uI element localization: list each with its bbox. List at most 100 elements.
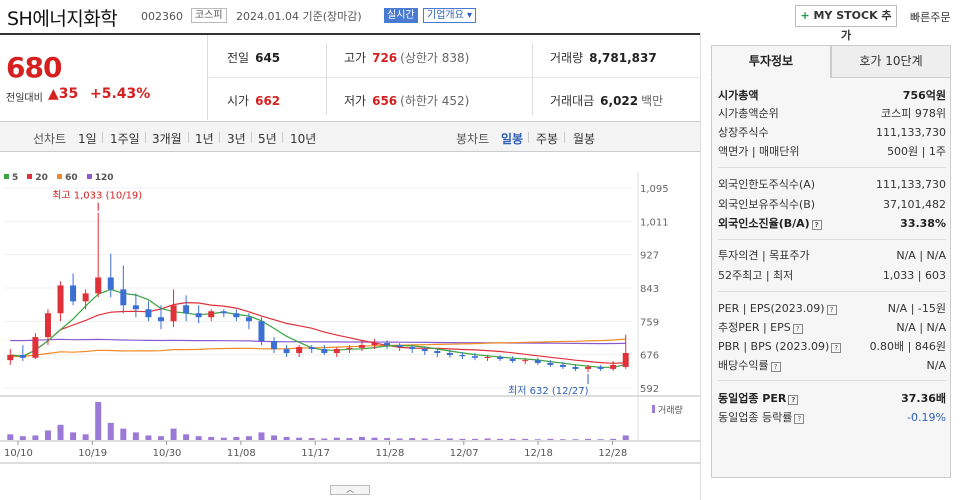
- stat-value: 726: [372, 51, 398, 65]
- stat-open: 시가 662: [227, 92, 280, 109]
- candle-body: [32, 337, 39, 358]
- volume-bar: [296, 437, 303, 440]
- stats-divider: [326, 43, 327, 115]
- candle-body: [559, 364, 566, 367]
- row-divider: [718, 167, 946, 168]
- candle-body: [534, 360, 541, 363]
- stock-code: 002360: [141, 10, 183, 23]
- price-change-value: 35: [58, 86, 79, 102]
- tab-separator: [145, 132, 146, 143]
- row-market-cap-rank: 시가총액순위 코스피 978위: [718, 105, 946, 123]
- candle-body: [384, 343, 391, 346]
- change-label: 전일대비: [6, 93, 43, 104]
- candle-body: [346, 347, 353, 350]
- candle-body: [509, 358, 516, 361]
- tab-1y[interactable]: 1년: [195, 132, 214, 146]
- x-tick-label: 11/17: [301, 448, 330, 459]
- stat-label: 고가: [344, 51, 367, 65]
- quick-order-link[interactable]: 빠른주문: [910, 11, 951, 24]
- stat-sub: (하한가 452): [400, 94, 470, 108]
- tab-daily[interactable]: 일봉: [501, 132, 524, 146]
- legend-swatch: [57, 174, 63, 179]
- candle-body: [132, 305, 139, 310]
- volume-bar: [459, 438, 466, 440]
- row-per: PER | EPS(2023.09)? N/A | -15원: [718, 300, 946, 318]
- stock-name: SH에너지화학: [7, 8, 118, 30]
- tab-orderbook[interactable]: 호가 10단계: [831, 45, 951, 78]
- volume-bar: [384, 438, 391, 440]
- stat-value: 645: [255, 51, 281, 65]
- tab-10y[interactable]: 10년: [290, 132, 317, 146]
- help-icon[interactable]: ?: [794, 414, 805, 424]
- help-icon[interactable]: ?: [811, 220, 822, 230]
- legend-ma120: 120: [86, 173, 114, 183]
- legend-label: 60: [65, 173, 78, 183]
- help-icon[interactable]: ?: [792, 324, 803, 334]
- quote-date: 2024.01.04 기준(장마감): [236, 10, 362, 23]
- corp-info-label: 기업개요: [427, 10, 464, 21]
- volume-bar: [283, 436, 290, 440]
- candle-body: [585, 366, 592, 369]
- row-dividend: 배당수익률? N/A: [718, 357, 946, 375]
- volume-bar: [409, 438, 416, 440]
- x-tick-label: 12/18: [524, 448, 553, 459]
- volume-bar: [57, 424, 64, 440]
- candle-body: [396, 345, 403, 348]
- stat-high: 고가 726 (상한가 838): [344, 49, 469, 66]
- row-key: 동일업종 등락률?: [718, 409, 805, 427]
- ma20-line: [10, 301, 626, 364]
- stat-volume: 거래량 8,781,837: [550, 49, 657, 66]
- row-value: 33.38%: [900, 217, 946, 230]
- high-annotation: 최고 1,033 (10/19): [52, 190, 142, 202]
- realtime-tag[interactable]: 실시간: [384, 8, 418, 23]
- corp-info-dropdown[interactable]: 기업개요 ▾: [423, 8, 477, 23]
- candle-body: [296, 347, 303, 354]
- ma120-line: [10, 338, 626, 345]
- candle-body: [484, 356, 491, 358]
- tab-investment-info[interactable]: 투자정보: [711, 45, 831, 78]
- volume-bar: [484, 438, 491, 440]
- help-icon[interactable]: ?: [788, 395, 799, 405]
- stat-label: 시가: [227, 94, 250, 108]
- row-key-text: PBR | BPS (2023.09): [718, 340, 830, 353]
- row-par-value: 액면가 | 매매단위 500원 | 1주: [718, 143, 946, 161]
- volume-bar: [585, 438, 592, 440]
- tab-separator: [564, 132, 565, 143]
- legend-label: 5: [12, 173, 19, 183]
- row-value: 37,101,482: [883, 198, 946, 211]
- current-price: 680: [6, 51, 62, 84]
- row-key: 배당수익률?: [718, 357, 781, 375]
- tab-1w[interactable]: 1주일: [110, 132, 140, 146]
- help-icon[interactable]: ?: [826, 305, 837, 315]
- volume-bar: [597, 439, 604, 440]
- tab-3m[interactable]: 3개월: [152, 132, 182, 146]
- volume-bar: [32, 435, 39, 440]
- row-value: 37.36배: [901, 392, 946, 405]
- tab-3y[interactable]: 3년: [227, 132, 246, 146]
- candlestick-chart[interactable]: 1,095 1,011 927 843 759 676 592 최고 1,033 (10/19…: [0, 152, 700, 500]
- candle-body: [283, 349, 290, 354]
- x-tick-label: 11/28: [376, 448, 405, 459]
- candle-body: [195, 313, 202, 318]
- volume-bar: [396, 438, 403, 440]
- tab-separator: [102, 132, 103, 143]
- help-icon[interactable]: ?: [831, 343, 842, 353]
- help-icon[interactable]: ?: [770, 362, 781, 372]
- legend-swatch: [86, 174, 92, 179]
- volume-bar: [446, 438, 453, 440]
- candle-body: [158, 317, 164, 322]
- legend-label: 20: [35, 173, 48, 183]
- tab-weekly[interactable]: 주봉: [536, 132, 559, 146]
- row-industry-per: 동일업종 PER? 37.36배: [718, 390, 946, 408]
- tab-monthly[interactable]: 월봉: [573, 132, 596, 146]
- row-value: 500원 | 1주: [887, 145, 946, 158]
- expand-chart-button[interactable]: ︿: [330, 485, 370, 495]
- row-key: 추정PER | EPS?: [718, 319, 803, 337]
- up-triangle-icon: ▲: [48, 86, 59, 102]
- row-value: 111,133,730: [876, 178, 946, 191]
- add-mystock-button[interactable]: + MY STOCK 추가: [795, 5, 897, 42]
- tab-1d[interactable]: 1일: [78, 132, 97, 146]
- y-tick-label: 1,011: [640, 217, 669, 228]
- row-value: N/A | N/A: [896, 321, 946, 334]
- tab-5y[interactable]: 5년: [258, 132, 277, 146]
